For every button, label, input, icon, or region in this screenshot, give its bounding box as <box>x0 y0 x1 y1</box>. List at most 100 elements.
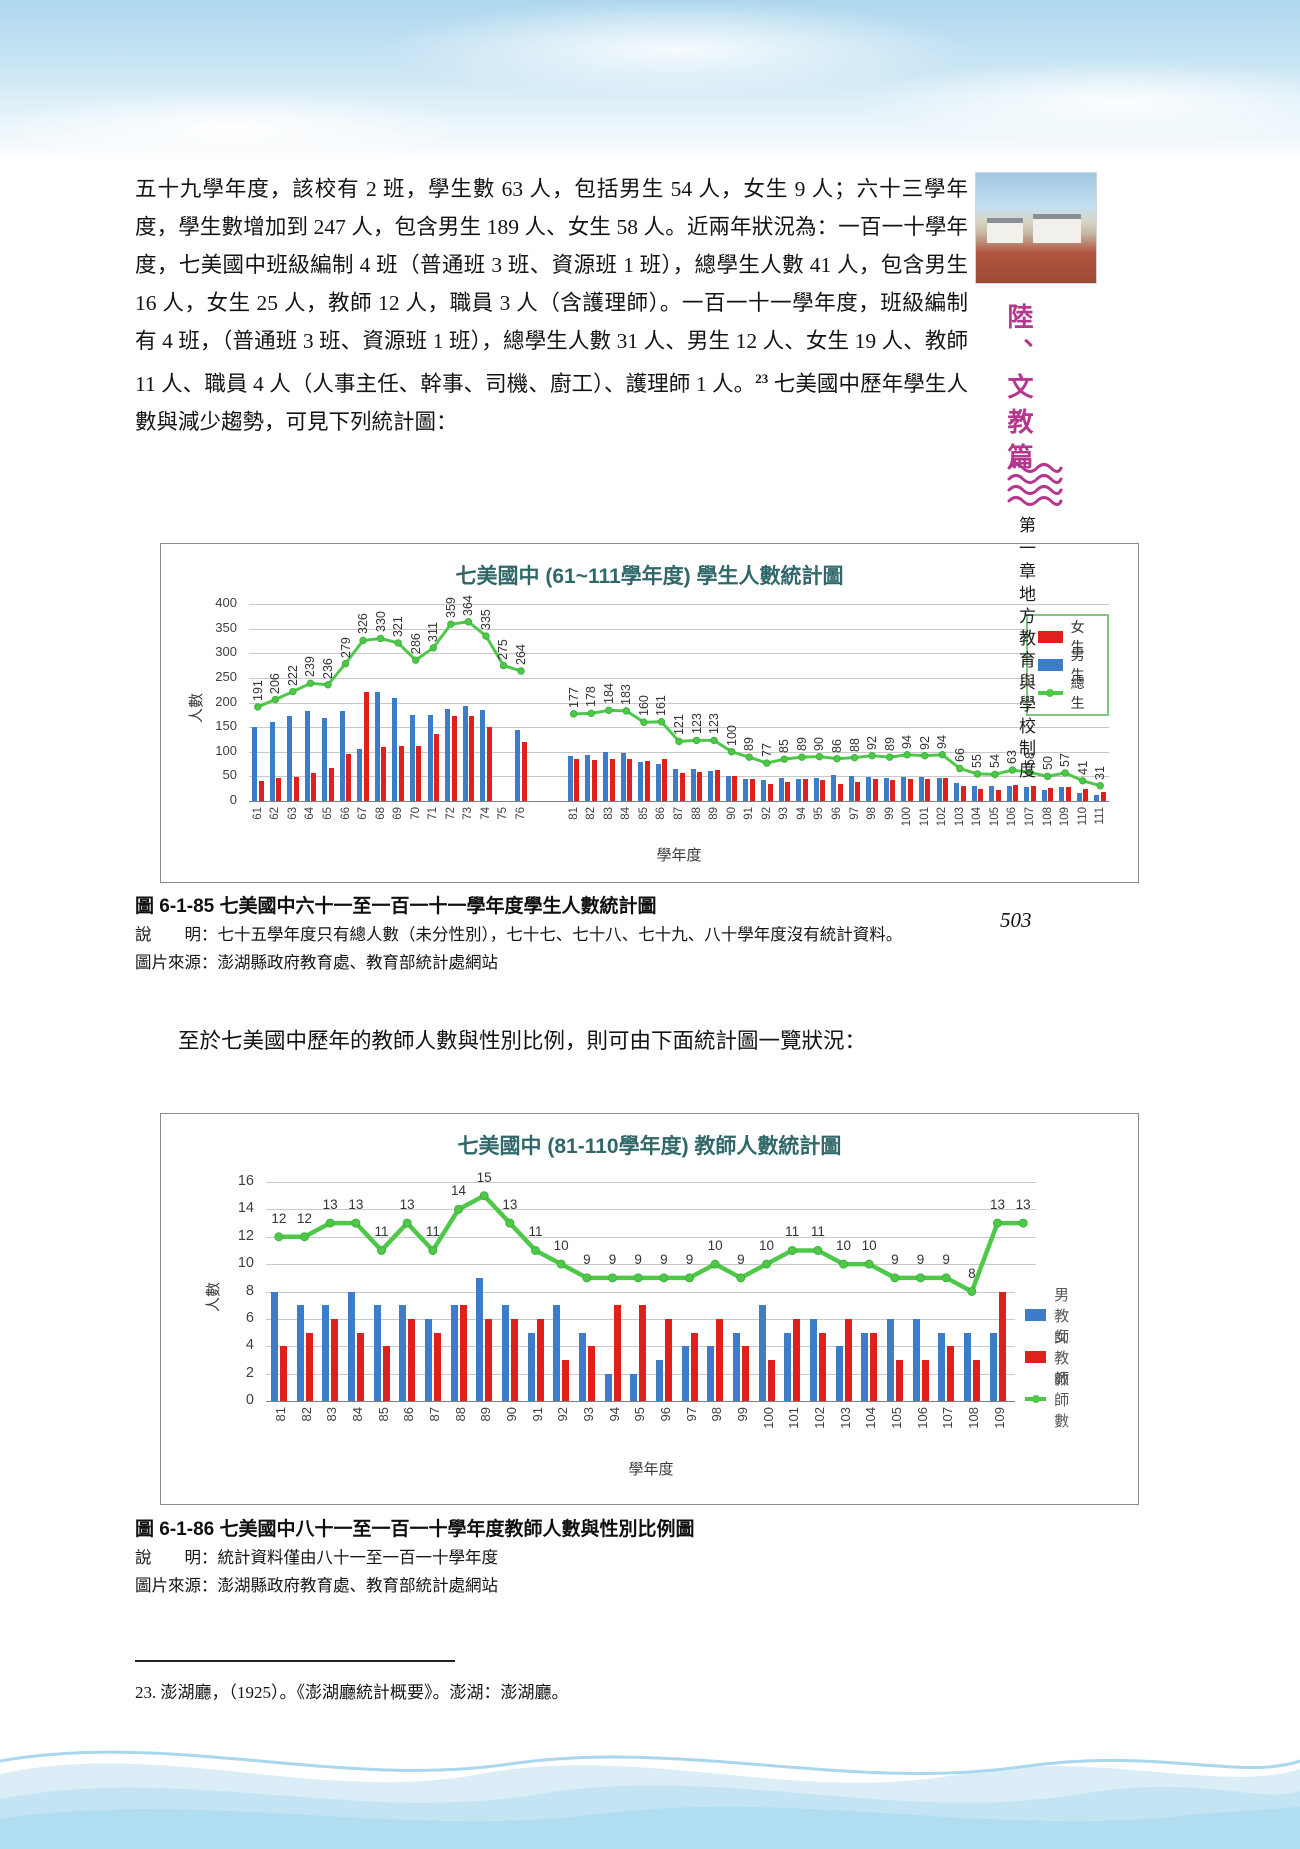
figure-note: 說 明：七十五學年度只有總人數（未分性別），七十七、七十八、七十九、八十學年度沒… <box>135 921 902 945</box>
bar-女生 <box>697 772 703 801</box>
bar-男教師 <box>861 1332 869 1401</box>
bar-女教師 <box>587 1346 595 1401</box>
line-marker <box>1043 772 1052 781</box>
value-label: 94 <box>935 734 950 749</box>
legend-label: 男教師 <box>1054 1286 1070 1346</box>
decorative-waves <box>0 1750 1300 1849</box>
bar-女生 <box>1100 791 1106 801</box>
bar-女生 <box>416 746 422 801</box>
bar-男生 <box>322 717 328 801</box>
line-marker <box>454 1204 463 1214</box>
value-label: 184 <box>601 683 616 705</box>
line-marker <box>762 1259 771 1269</box>
bar-女教師 <box>716 1318 724 1401</box>
bar-女教師 <box>998 1291 1006 1401</box>
footnote-divider <box>135 1660 455 1662</box>
bar-男教師 <box>578 1332 586 1401</box>
line-marker <box>622 707 631 715</box>
bar-女教師 <box>536 1318 544 1401</box>
bar-男教師 <box>270 1291 278 1401</box>
value-label: 206 <box>268 672 283 694</box>
line-marker <box>402 1218 412 1228</box>
bar-男生 <box>954 783 960 801</box>
line-marker <box>464 618 473 626</box>
value-label: 183 <box>619 684 634 705</box>
line-marker <box>833 754 841 763</box>
bar-男生 <box>655 764 661 801</box>
figure-note: 說 明：統計資料僅由八十一至一百一十學年度 <box>135 1544 498 1568</box>
bar-女生 <box>837 784 843 801</box>
line-marker <box>885 753 894 761</box>
bar-男生 <box>1076 793 1082 801</box>
bar-女生 <box>363 692 369 801</box>
bar-女生 <box>328 768 334 801</box>
bar-男生 <box>1041 789 1047 801</box>
sidebar-chapter-title: 地方教育與學校制度 <box>1016 585 1035 783</box>
teachers-chart: 七美國中 (81-110學年度) 教師人數統計圖 0 2 4 6 8 10 12 14 16 8 1… <box>160 1113 1139 1505</box>
legend-line-dot <box>1046 689 1055 697</box>
bar-男教師 <box>835 1346 843 1401</box>
bar-女教師 <box>433 1332 441 1401</box>
bar-女教師 <box>664 1318 672 1401</box>
bar-男教師 <box>989 1332 997 1401</box>
legend-bar-swatch <box>1038 659 1063 671</box>
gridline <box>266 1318 1036 1320</box>
line-marker <box>991 770 999 779</box>
line-marker <box>813 1245 823 1255</box>
value-label: 9 <box>583 1251 591 1267</box>
bar-男生 <box>603 752 609 801</box>
value-label: 364 <box>461 594 476 616</box>
legend-line-dot <box>1031 1395 1040 1403</box>
bar-男教師 <box>758 1305 766 1401</box>
bar-男生 <box>252 727 258 801</box>
bars-layer <box>249 604 1109 801</box>
value-label: 161 <box>654 694 669 716</box>
line-marker <box>429 644 437 652</box>
value-label: 321 <box>391 616 406 637</box>
y-tick-label: 300 <box>215 644 237 660</box>
line-marker <box>675 737 683 746</box>
bar-女生 <box>1030 786 1036 801</box>
value-label: 13 <box>399 1197 415 1213</box>
value-label: 86 <box>829 738 844 753</box>
bar-男生 <box>848 776 854 801</box>
legend-item: 教師數 <box>1025 1371 1082 1430</box>
line-marker <box>377 1245 386 1255</box>
line-marker <box>864 1259 874 1269</box>
line-marker <box>745 753 753 761</box>
bar-女生 <box>907 778 913 801</box>
bar-女教師 <box>818 1332 826 1401</box>
line-marker <box>903 751 911 759</box>
bar-男生 <box>1059 786 1065 801</box>
legend-label: 教師數 <box>1054 1370 1070 1430</box>
bar-男生 <box>445 708 451 801</box>
bar-男生 <box>866 777 872 801</box>
gridline <box>266 1401 1036 1402</box>
bar-女生 <box>960 786 966 801</box>
bar-女教師 <box>305 1332 313 1401</box>
bar-男教師 <box>938 1332 946 1401</box>
paragraph-text: 七美國中歷年學生人數與減少趨勢，可見下列統計圖： <box>135 372 968 435</box>
y-axis-title: 人數 <box>188 692 205 723</box>
value-label: 311 <box>426 621 441 642</box>
bar-男生 <box>918 777 924 801</box>
bar-女教師 <box>690 1332 698 1401</box>
value-label: 9 <box>608 1251 617 1267</box>
legend-label: 女生 <box>1070 619 1085 655</box>
bar-男生 <box>901 776 907 801</box>
value-label: 11 <box>810 1224 825 1240</box>
value-label: 326 <box>356 613 371 635</box>
bar-女教師 <box>767 1359 775 1401</box>
line-marker <box>499 661 508 670</box>
body-paragraph-1: 五十九學年度，該校有 2 班，學生數 63 人，包括男生 54 人，女生 9 人… <box>135 170 968 441</box>
line-marker <box>763 759 771 767</box>
value-label: 264 <box>514 644 529 665</box>
line-marker <box>376 634 385 643</box>
gridline <box>249 751 1109 753</box>
legend-item: 總生 <box>1038 675 1097 711</box>
bar-女生 <box>521 742 527 801</box>
bar-女生 <box>679 772 685 801</box>
legend-line-swatch <box>1038 689 1063 697</box>
bar-女生 <box>943 777 948 801</box>
value-label: 9 <box>634 1251 642 1267</box>
